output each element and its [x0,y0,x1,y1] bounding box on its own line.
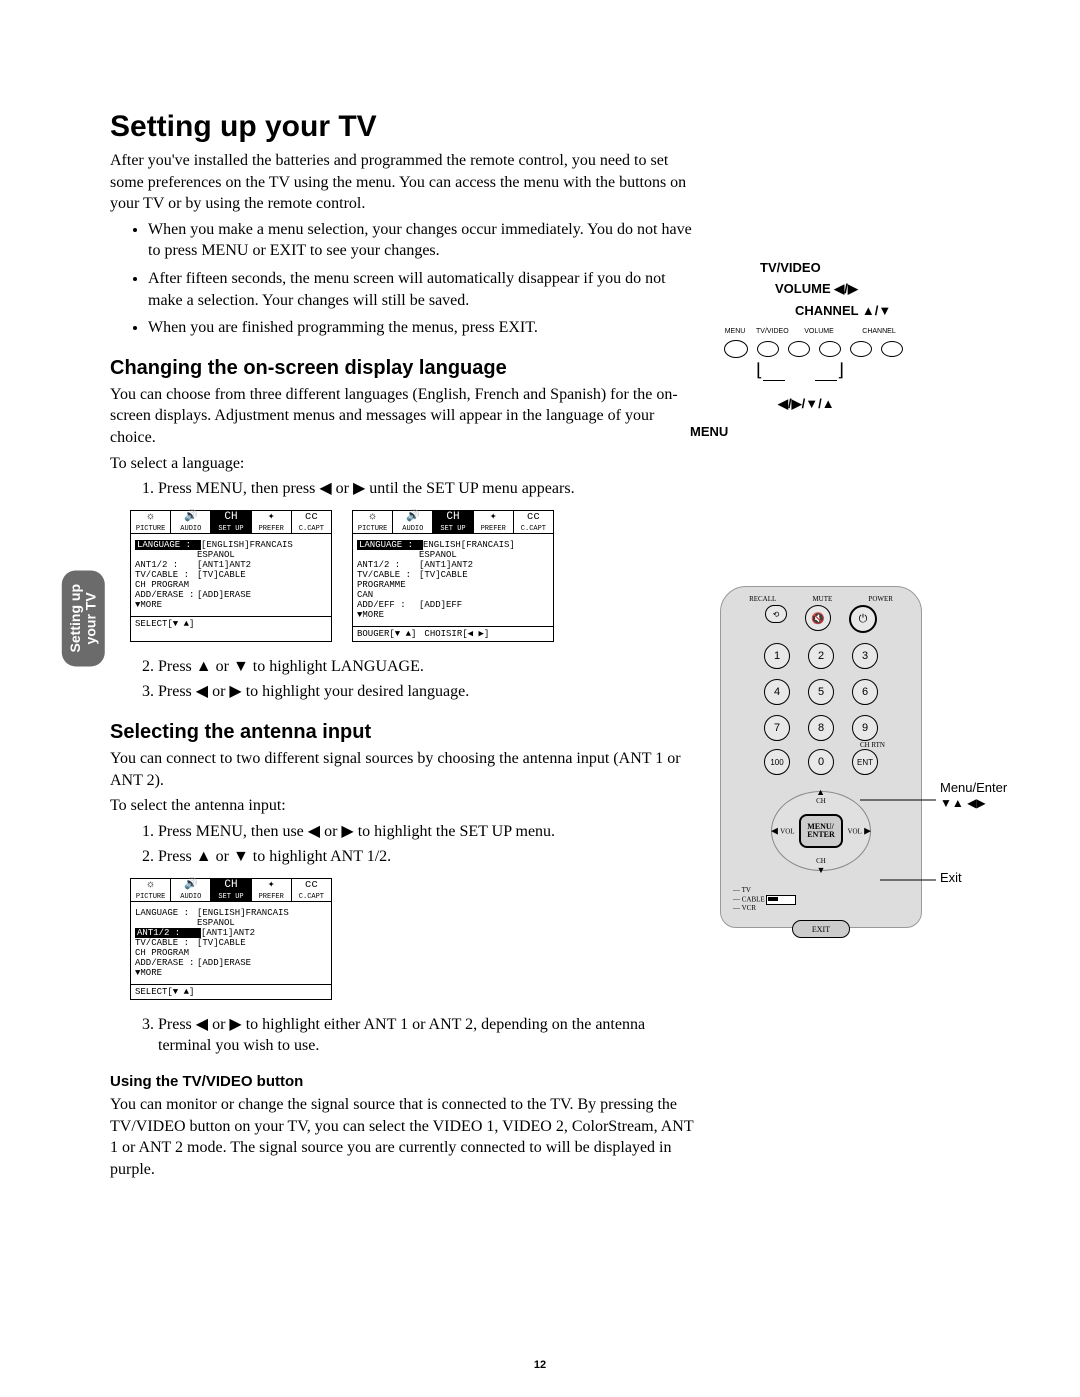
tv-button-tvvideo [757,341,779,357]
remote-mute-button: 🔇 [805,605,831,631]
body-text: To select the antenna input: [110,795,700,817]
bullet-item: When you make a menu selection, your cha… [148,219,700,262]
osd-menu-english: ☼PICTURE 🔊AUDIO CHSET UP ✦PREFER ccC.CAP… [130,510,332,642]
step-text: Press ▲ or ▼ to highlight ANT 1/2. [158,846,700,868]
side-tab: Setting upyour TV [62,570,105,666]
bullet-item: When you are finished programming the me… [148,317,700,339]
body-text: To select a language: [110,453,700,475]
body-text: You can connect to two different signal … [110,748,700,791]
bullet-item: After fifteen seconds, the menu screen w… [148,268,700,311]
osd-menu-french: ☼PICTURE 🔊AUDIO CHSET UP ✦PREFER ccC.CAP… [352,510,554,642]
osd-menu-antenna: ☼PICTURE 🔊AUDIO CHSET UP ✦PREFER ccC.CAP… [130,878,332,1000]
step-text: Press MENU, then press ◀ or ▶ until the … [158,478,700,500]
tv-button-menu [724,340,748,358]
label-menu: MENU [690,424,728,439]
label-tvvideo: TV/VIDEO [760,260,1020,275]
subsection-heading: Using the TV/VIDEO button [110,1073,700,1090]
callout-menu-enter: Menu/Enter ▼▲ ◀▶ [940,780,1007,810]
intro-text: After you've installed the batteries and… [110,150,700,215]
callout-exit: Exit [940,870,962,885]
body-text: You can monitor or change the signal sou… [110,1094,700,1180]
tv-button-ch-down [850,341,872,357]
step-text: Press ▲ or ▼ to highlight LANGUAGE. [158,656,700,678]
label-channel: CHANNEL ▲/▼ [795,303,1020,318]
section-heading: Selecting the antenna input [110,721,700,744]
body-text: You can choose from three different lang… [110,384,700,449]
section-heading: Changing the on-screen display language [110,357,700,380]
tv-button-ch-up [881,341,903,357]
label-arrows: ◀/▶/▼/▲ [778,396,835,412]
page-title: Setting up your TV [110,110,700,144]
step-text: Press ◀ or ▶ to highlight either ANT 1 o… [158,1014,700,1057]
tv-button-vol-up [819,341,841,357]
step-text: Press ◀ or ▶ to highlight your desired l… [158,681,700,703]
page-number: 12 [534,1359,546,1371]
remote-menu-enter-button: MENU/ENTER [799,814,843,848]
tv-button-vol-down [788,341,810,357]
tv-panel-diagram: TV/VIDEO VOLUME ◀/▶ CHANNEL ▲/▼ MENU TV/… [720,260,1020,458]
step-text: Press MENU, then use ◀ or ▶ to highlight… [158,821,700,843]
remote-recall-button: ⟲ [765,605,787,623]
remote-power-button: ⏻ [849,605,877,633]
remote-exit-button: EXIT [792,920,850,938]
label-volume: VOLUME ◀/▶ [775,281,1020,297]
